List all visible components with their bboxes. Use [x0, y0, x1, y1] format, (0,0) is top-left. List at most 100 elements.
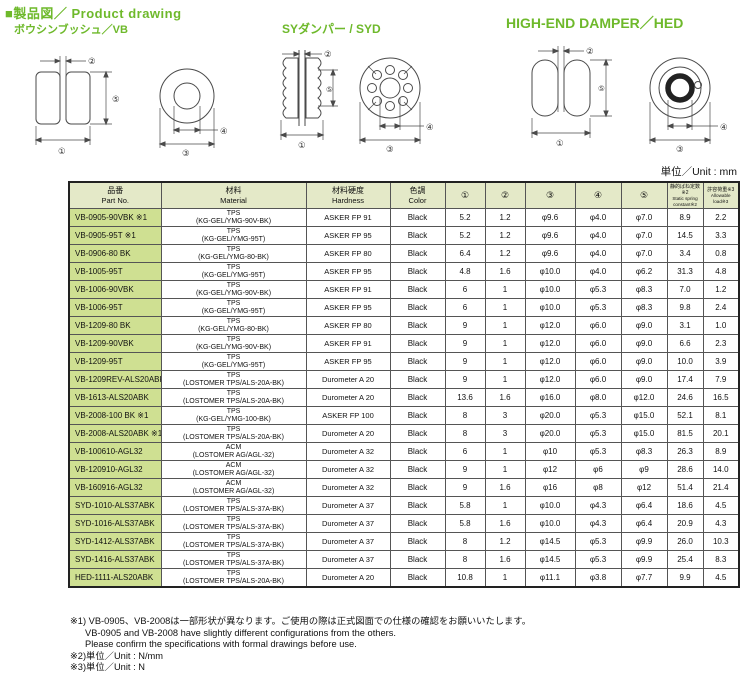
- spec-table: 品番 Part No. 材料 Material 材料硬度 Hardness 色調 Col…: [68, 181, 740, 588]
- cell-dim3: φ10.0: [524, 298, 576, 317]
- table-row: VB-1209-90VBK TPS (KG-GEL/YMG-90V-BK) ASKER…: [68, 334, 740, 353]
- cell-dim2: 1: [484, 568, 526, 588]
- dim-label-5: ⑤: [112, 95, 120, 105]
- cell-allowable-load: 2.4: [702, 298, 740, 317]
- cell-material: TPS (LOSTOMER TPS/ALS-20A-BK): [160, 568, 307, 588]
- cell-hardness: ASKER FP 91: [305, 280, 391, 299]
- cell-part: VB-120910-AGL32: [68, 460, 162, 479]
- cell-dim3: φ14.5: [524, 532, 576, 551]
- cell-material: TPS (LOSTOMER TPS/ALS-37A-BK): [160, 496, 307, 515]
- cell-hardness: ASKER FP 100: [305, 406, 391, 425]
- header-spring-constant: 静的ばね定数※2 Static spring constant※2: [666, 181, 704, 209]
- cell-dim3: φ14.5: [524, 550, 576, 569]
- cell-color: Black: [389, 244, 446, 263]
- cell-part: VB-1613-ALS20ABK: [68, 388, 162, 407]
- cell-dim5: φ9.0: [620, 334, 668, 353]
- cell-color: Black: [389, 442, 446, 461]
- cell-dim1: 5.2: [444, 208, 486, 227]
- cell-allowable-load: 10.3: [702, 532, 740, 551]
- dim-label-4: ④: [426, 123, 434, 133]
- cell-color: Black: [389, 316, 446, 335]
- cell-part: VB-2008-100 BK ※1: [68, 406, 162, 425]
- cell-material: TPS (KG-GEL/YMG-95T): [160, 352, 307, 371]
- cell-allowable-load: 8.9: [702, 442, 740, 461]
- cell-hardness: Durometer A 37: [305, 550, 391, 569]
- cell-part: SYD-1412-ALS37ABK: [68, 532, 162, 551]
- cell-color: Black: [389, 424, 446, 443]
- cell-color: Black: [389, 496, 446, 515]
- cell-dim2: 1.6: [484, 388, 526, 407]
- header-allowable-load: 許容荷重※3 Allowable load※3: [702, 181, 740, 209]
- cell-spring-constant: 28.6: [666, 460, 704, 479]
- table-row: SYD-1010-ALS37ABK TPS (LOSTOMER TPS/ALS-37…: [68, 496, 740, 515]
- cell-hardness: ASKER FP 91: [305, 208, 391, 227]
- cell-part: VB-1209REV-ALS20ABK: [68, 370, 162, 389]
- cell-part: VB-1209-90VBK: [68, 334, 162, 353]
- cell-dim1: 4.8: [444, 262, 486, 281]
- cell-color: Black: [389, 226, 446, 245]
- cell-part: VB-1006-90VBK: [68, 280, 162, 299]
- cell-dim1: 6: [444, 280, 486, 299]
- cell-dim2: 1.2: [484, 532, 526, 551]
- table-row: VB-0906-80 BK TPS (KG-GEL/YMG-80-BK) ASKER …: [68, 244, 740, 263]
- cell-material: TPS (KG-GEL/YMG-95T): [160, 226, 307, 245]
- cell-material: TPS (KG-GEL/YMG-95T): [160, 298, 307, 317]
- section-label-hed: HIGH-END DAMPER／HED: [506, 15, 684, 31]
- cell-dim5: φ9.9: [620, 550, 668, 569]
- cell-dim2: 1.6: [484, 550, 526, 569]
- cell-dim5: φ9.0: [620, 352, 668, 371]
- footnote-1-en-a: VB-0905 and VB-2008 have slightly differ…: [85, 627, 396, 638]
- cell-spring-constant: 20.9: [666, 514, 704, 533]
- cell-dim5: φ6.4: [620, 496, 668, 515]
- cell-dim5: φ6.2: [620, 262, 668, 281]
- cell-allowable-load: 0.8: [702, 244, 740, 263]
- header-dim-5: ⑤: [620, 181, 668, 209]
- cell-dim1: 5.2: [444, 226, 486, 245]
- cell-dim5: φ9: [620, 460, 668, 479]
- cell-dim5: φ7.0: [620, 226, 668, 245]
- cell-dim3: φ12.0: [524, 334, 576, 353]
- cell-spring-constant: 8.9: [666, 208, 704, 227]
- cell-material: TPS (KG-GEL/YMG-90V-BK): [160, 334, 307, 353]
- cell-dim4: φ6.0: [574, 334, 622, 353]
- cell-dim2: 1: [484, 352, 526, 371]
- cell-part: VB-0905-95T ※1: [68, 226, 162, 245]
- cell-spring-constant: 52.1: [666, 406, 704, 425]
- header-dim-3: ③: [524, 181, 576, 209]
- footnotes: ※1) VB-0905、VB-2008は一部形状が異なります。ご使用の際は正式図…: [70, 616, 531, 674]
- cell-dim1: 8: [444, 406, 486, 425]
- cell-spring-constant: 9.9: [666, 568, 704, 588]
- cell-material: ACM (LOSTOMER AG/AGL-32): [160, 442, 307, 461]
- cell-spring-constant: 25.4: [666, 550, 704, 569]
- cell-dim4: φ5.3: [574, 550, 622, 569]
- cell-dim3: φ9.6: [524, 208, 576, 227]
- header-color: 色調 Color: [389, 181, 446, 209]
- cell-dim5: φ7.7: [620, 568, 668, 588]
- cell-color: Black: [389, 460, 446, 479]
- header-dim-4: ④: [574, 181, 622, 209]
- table-row: VB-2008-ALS20ABK ※1 TPS (LOSTOMER TPS/ALS-…: [68, 424, 740, 443]
- cell-dim1: 8: [444, 550, 486, 569]
- cell-dim4: φ8: [574, 478, 622, 497]
- cell-hardness: ASKER FP 95: [305, 262, 391, 281]
- cell-hardness: ASKER FP 95: [305, 226, 391, 245]
- cell-dim4: φ4.3: [574, 514, 622, 533]
- cell-hardness: Durometer A 32: [305, 460, 391, 479]
- cell-dim3: φ20.0: [524, 424, 576, 443]
- cell-part: VB-0905-90VBK ※1: [68, 208, 162, 227]
- table-row: VB-1006-90VBK TPS (KG-GEL/YMG-90V-BK) ASKER…: [68, 280, 740, 299]
- cell-dim4: φ6.0: [574, 316, 622, 335]
- cell-spring-constant: 10.0: [666, 352, 704, 371]
- cell-hardness: Durometer A 20: [305, 370, 391, 389]
- cell-dim4: φ4.0: [574, 262, 622, 281]
- dim-label-2: ②: [88, 57, 96, 67]
- cell-dim4: φ3.8: [574, 568, 622, 588]
- table-row: HED-1111-ALS20ABK TPS (LOSTOMER TPS/ALS-20…: [68, 568, 740, 588]
- cell-material: TPS (LOSTOMER TPS/ALS-20A-BK): [160, 370, 307, 389]
- cell-hardness: ASKER FP 95: [305, 352, 391, 371]
- cell-color: Black: [389, 478, 446, 497]
- cell-color: Black: [389, 388, 446, 407]
- cell-dim5: φ8.3: [620, 280, 668, 299]
- cell-dim5: φ6.4: [620, 514, 668, 533]
- cell-hardness: Durometer A 32: [305, 478, 391, 497]
